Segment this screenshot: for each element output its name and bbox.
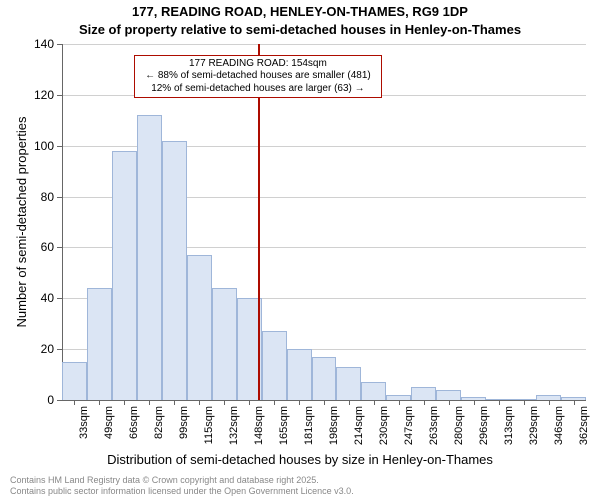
- x-tick-mark: [74, 400, 75, 405]
- histogram-bar: [262, 331, 287, 400]
- x-tick-mark: [399, 400, 400, 405]
- y-tick-label: 100: [28, 139, 54, 153]
- x-tick-mark: [449, 400, 450, 405]
- x-tick-label: 362sqm: [578, 406, 590, 456]
- x-tick-label: 247sqm: [403, 406, 415, 456]
- x-tick-mark: [299, 400, 300, 405]
- x-tick-label: 99sqm: [178, 406, 190, 456]
- property-size-chart: 177, READING ROAD, HENLEY-ON-THAMES, RG9…: [0, 0, 600, 500]
- x-tick-mark: [199, 400, 200, 405]
- histogram-bar: [411, 387, 436, 400]
- x-tick-label: 280sqm: [453, 406, 465, 456]
- x-tick-label: 346sqm: [553, 406, 565, 456]
- x-tick-label: 82sqm: [153, 406, 165, 456]
- histogram-bar: [62, 362, 87, 400]
- x-tick-label: 230sqm: [378, 406, 390, 456]
- x-tick-label: 329sqm: [528, 406, 540, 456]
- x-tick-mark: [274, 400, 275, 405]
- attribution-line: Contains HM Land Registry data © Crown c…: [10, 475, 354, 486]
- x-tick-mark: [499, 400, 500, 405]
- histogram-bar: [361, 382, 386, 400]
- x-tick-label: 214sqm: [353, 406, 365, 456]
- x-tick-mark: [99, 400, 100, 405]
- x-tick-label: 263sqm: [428, 406, 440, 456]
- y-tick-label: 140: [28, 37, 54, 51]
- y-tick-label: 80: [28, 190, 54, 204]
- x-tick-mark: [324, 400, 325, 405]
- y-tick-label: 120: [28, 88, 54, 102]
- x-tick-mark: [574, 400, 575, 405]
- x-tick-mark: [524, 400, 525, 405]
- histogram-bar: [287, 349, 312, 400]
- x-tick-label: 198sqm: [328, 406, 340, 456]
- x-tick-label: 181sqm: [303, 406, 315, 456]
- chart-title-sub: Size of property relative to semi-detach…: [0, 22, 600, 37]
- histogram-bar: [212, 288, 237, 400]
- y-tick-label: 20: [28, 342, 54, 356]
- x-tick-label: 132sqm: [228, 406, 240, 456]
- x-tick-mark: [149, 400, 150, 405]
- y-axis-label: Number of semi-detached properties: [14, 44, 29, 400]
- plot-area: 177 READING ROAD: 154sqm← 88% of semi-de…: [62, 44, 586, 400]
- x-tick-mark: [349, 400, 350, 405]
- x-tick-label: 33sqm: [78, 406, 90, 456]
- histogram-bar: [187, 255, 212, 400]
- x-tick-mark: [224, 400, 225, 405]
- gridline: [62, 44, 586, 45]
- x-tick-mark: [374, 400, 375, 405]
- attribution-text: Contains HM Land Registry data © Crown c…: [10, 475, 354, 498]
- histogram-bar: [312, 357, 337, 400]
- x-tick-mark: [174, 400, 175, 405]
- annotation-line: ← 88% of semi-detached houses are smalle…: [139, 70, 377, 83]
- subject-annotation: 177 READING ROAD: 154sqm← 88% of semi-de…: [134, 55, 382, 99]
- x-axis-label: Distribution of semi-detached houses by …: [0, 452, 600, 467]
- x-tick-label: 49sqm: [103, 406, 115, 456]
- histogram-bar: [436, 390, 461, 400]
- y-axis-line: [62, 44, 63, 400]
- x-tick-mark: [249, 400, 250, 405]
- x-tick-label: 148sqm: [253, 406, 265, 456]
- annotation-line: 177 READING ROAD: 154sqm: [139, 58, 377, 71]
- histogram-bar: [87, 288, 112, 400]
- histogram-bar: [137, 115, 162, 400]
- x-tick-mark: [549, 400, 550, 405]
- x-tick-label: 115sqm: [203, 406, 215, 456]
- y-tick-label: 60: [28, 240, 54, 254]
- x-tick-mark: [474, 400, 475, 405]
- x-tick-label: 66sqm: [128, 406, 140, 456]
- y-tick-label: 0: [28, 393, 54, 407]
- x-tick-label: 313sqm: [503, 406, 515, 456]
- y-tick-label: 40: [28, 291, 54, 305]
- annotation-line: 12% of semi-detached houses are larger (…: [139, 83, 377, 96]
- attribution-line: Contains public sector information licen…: [10, 486, 354, 497]
- x-tick-label: 296sqm: [478, 406, 490, 456]
- chart-title-main: 177, READING ROAD, HENLEY-ON-THAMES, RG9…: [0, 4, 600, 19]
- histogram-bar: [336, 367, 361, 400]
- histogram-bar: [112, 151, 137, 400]
- x-tick-mark: [424, 400, 425, 405]
- x-tick-mark: [124, 400, 125, 405]
- histogram-bar: [162, 141, 187, 400]
- x-tick-label: 165sqm: [278, 406, 290, 456]
